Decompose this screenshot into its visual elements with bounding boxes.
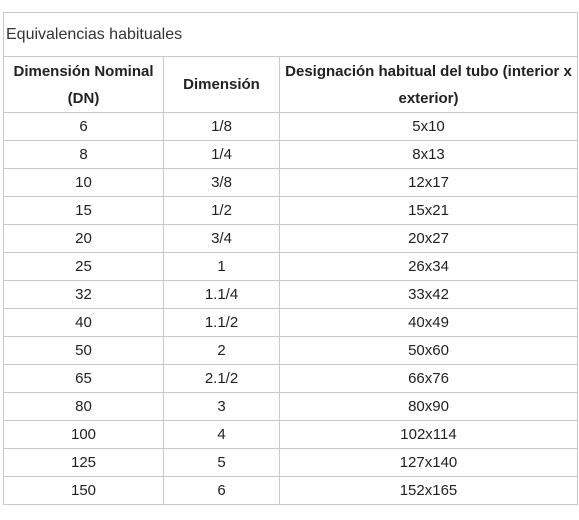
table-row: 25 1 26x34	[3, 252, 579, 281]
cell-dn: 20	[3, 224, 164, 253]
table-row: 8 1/4 8x13	[3, 140, 579, 169]
cell-dn: 6	[3, 112, 164, 141]
cell-designation: 40x49	[278, 308, 579, 337]
cell-dn: 80	[3, 392, 164, 421]
header-dimension: Dimensión	[163, 56, 280, 113]
cell-dn: 125	[3, 448, 164, 477]
cell-dimension: 4	[163, 420, 280, 449]
cell-dimension: 1/8	[163, 112, 280, 141]
cell-dimension: 1/4	[163, 140, 280, 169]
cell-dn: 25	[3, 252, 164, 281]
table-row: 32 1.1/4 33x42	[3, 280, 579, 309]
cell-dimension: 1.1/2	[163, 308, 280, 337]
equivalences-table-container: Equivalencias habituales Dimensión Nomin…	[2, 12, 579, 505]
cell-designation: 12x17	[278, 168, 579, 197]
cell-designation: 152x165	[278, 476, 579, 505]
table-caption: Equivalencias habituales	[2, 12, 579, 57]
table-row: 125 5 127x140	[3, 448, 579, 477]
cell-designation: 15x21	[278, 196, 579, 225]
cell-dn: 100	[3, 420, 164, 449]
table-row: 20 3/4 20x27	[3, 224, 579, 253]
cell-dn: 10	[3, 168, 164, 197]
cell-dimension: 1.1/4	[163, 280, 280, 309]
cell-dimension: 3	[163, 392, 280, 421]
table-row: 40 1.1/2 40x49	[3, 308, 579, 337]
cell-dn: 65	[3, 364, 164, 393]
cell-dimension: 2.1/2	[163, 364, 280, 393]
cell-designation: 102x114	[278, 420, 579, 449]
cell-dimension: 6	[163, 476, 280, 505]
table-row: 15 1/2 15x21	[3, 196, 579, 225]
equivalences-table: Equivalencias habituales Dimensión Nomin…	[2, 12, 579, 505]
cell-designation: 8x13	[278, 140, 579, 169]
table-row: 80 3 80x90	[3, 392, 579, 421]
cell-dimension: 3/8	[163, 168, 280, 197]
header-nominal-dimension: Dimensión Nominal (DN)	[3, 56, 164, 113]
header-tube-designation: Designación habitual del tubo (interior …	[278, 56, 579, 113]
header-row: Dimensión Nominal (DN) Dimensión Designa…	[3, 56, 579, 113]
table-row: 6 1/8 5x10	[3, 112, 579, 141]
cell-dimension: 1/2	[163, 196, 280, 225]
cell-designation: 50x60	[278, 336, 579, 365]
cell-dimension: 5	[163, 448, 280, 477]
table-row: 150 6 152x165	[3, 476, 579, 505]
cell-designation: 127x140	[278, 448, 579, 477]
cell-dimension: 1	[163, 252, 280, 281]
cell-dn: 50	[3, 336, 164, 365]
cell-designation: 33x42	[278, 280, 579, 309]
table-body: 6 1/8 5x10 8 1/4 8x13 10 3/8 12x17 15 1/2 15x21 20 3/…	[3, 112, 579, 505]
cell-dn: 15	[3, 196, 164, 225]
cell-dn: 8	[3, 140, 164, 169]
cell-dimension: 2	[163, 336, 280, 365]
cell-designation: 80x90	[278, 392, 579, 421]
cell-dn: 40	[3, 308, 164, 337]
cell-designation: 26x34	[278, 252, 579, 281]
caption-row: Equivalencias habituales	[2, 12, 579, 57]
table-row: 65 2.1/2 66x76	[3, 364, 579, 393]
table-row: 10 3/8 12x17	[3, 168, 579, 197]
cell-dn: 32	[3, 280, 164, 309]
table-row: 100 4 102x114	[3, 420, 579, 449]
cell-dn: 150	[3, 476, 164, 505]
cell-designation: 20x27	[278, 224, 579, 253]
table-row: 50 2 50x60	[3, 336, 579, 365]
cell-designation: 66x76	[278, 364, 579, 393]
cell-dimension: 3/4	[163, 224, 280, 253]
cell-designation: 5x10	[278, 112, 579, 141]
